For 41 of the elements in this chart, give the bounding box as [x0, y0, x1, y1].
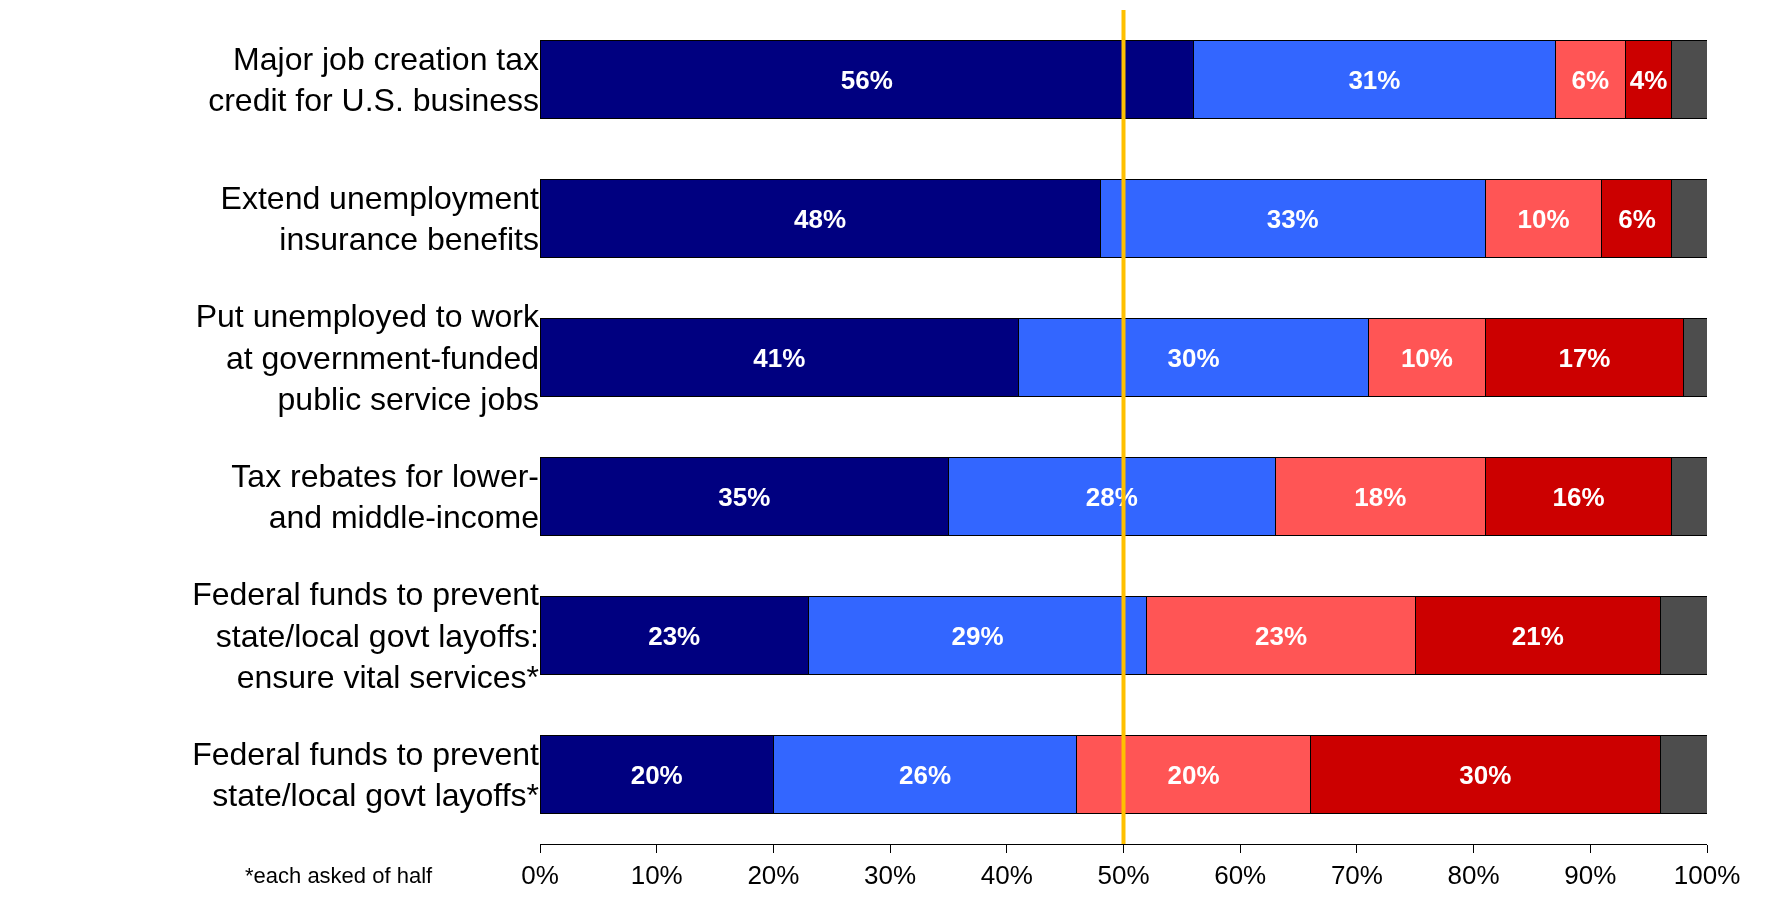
x-tick-label: 10% — [630, 860, 683, 891]
x-tick-label: 30% — [864, 860, 917, 891]
data-label: 10% — [1517, 203, 1570, 234]
x-tick-label: 40% — [980, 860, 1033, 891]
data-label: 23% — [1255, 620, 1308, 651]
data-label: 29% — [951, 620, 1004, 651]
y-tick-label: Extend unemployment insurance benefits — [220, 179, 540, 258]
data-label: 35% — [718, 481, 771, 512]
data-label: 6% — [1571, 64, 1610, 95]
data-label: 16% — [1552, 481, 1605, 512]
data-label: 4% — [1629, 64, 1668, 95]
x-tick-label: 90% — [1564, 860, 1617, 891]
y-tick-label: Tax rebates for lower- and middle-income — [231, 457, 539, 536]
x-tick-label: 60% — [1214, 860, 1267, 891]
data-label: 20% — [1167, 759, 1220, 790]
x-tick-label: 20% — [747, 860, 800, 891]
data-label: 18% — [1354, 481, 1407, 512]
x-tick-label: 70% — [1330, 860, 1383, 891]
data-label: 21% — [1511, 620, 1564, 651]
data-label: 31% — [1348, 64, 1401, 95]
data-label: 30% — [1459, 759, 1512, 790]
text: *each asked of half — [245, 863, 434, 888]
x-tick-label: 100% — [1673, 860, 1741, 891]
y-tick-label: Federal funds to prevent state/local govt layoffs: ensure vital services* — [192, 576, 540, 696]
y-tick-label: Put unemployed to work at government-funded public service jobs — [195, 298, 540, 418]
y-tick-label: Major job creation tax credit for U.S. business — [208, 40, 539, 119]
data-label: 33% — [1266, 203, 1319, 234]
data-label: 48% — [794, 203, 847, 234]
y-tick-label: Federal funds to prevent state/local govt layoffs* — [192, 735, 540, 814]
data-label: 26% — [899, 759, 952, 790]
data-label: 41% — [753, 342, 806, 373]
data-label: 23% — [648, 620, 701, 651]
data-label: 56% — [840, 64, 893, 95]
data-label: 17% — [1558, 342, 1611, 373]
x-tick-label: 0% — [521, 860, 559, 891]
data-label: 20% — [630, 759, 683, 790]
data-label: 6% — [1618, 203, 1656, 234]
data-label: 30% — [1167, 342, 1220, 373]
x-tick-label: 50% — [1097, 860, 1150, 891]
x-tick-label: 80% — [1447, 860, 1500, 891]
data-label: 10% — [1400, 342, 1453, 373]
